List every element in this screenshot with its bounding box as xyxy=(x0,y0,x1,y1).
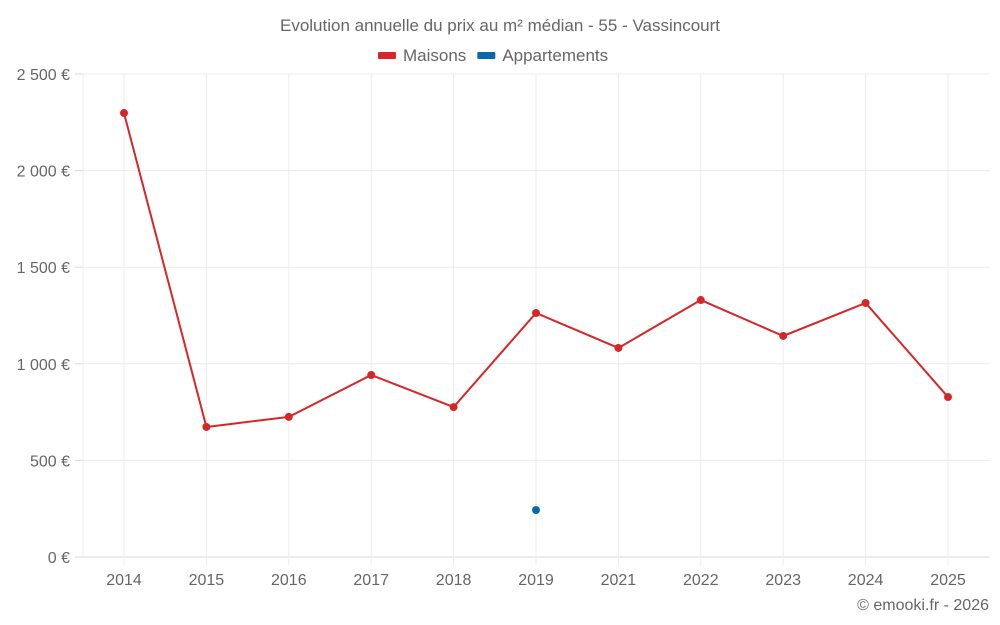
y-tick-label: 2 500 € xyxy=(17,67,70,84)
x-tick-label: 2019 xyxy=(518,572,554,589)
grid-lines xyxy=(75,73,990,565)
data-point[interactable] xyxy=(614,343,623,352)
legend-label: Appartements xyxy=(502,46,608,65)
x-tick-label: 2014 xyxy=(106,572,142,589)
y-tick-label: 1 000 € xyxy=(17,357,70,374)
y-tick-label: 1 500 € xyxy=(17,260,70,277)
y-tick-label: 500 € xyxy=(30,453,70,470)
x-tick-label: 2016 xyxy=(271,572,307,589)
data-point[interactable] xyxy=(120,109,128,118)
chart-legend: Maisons Appartements xyxy=(378,46,608,65)
x-tick-label: 2022 xyxy=(683,572,719,589)
legend-swatch-icon xyxy=(378,52,396,59)
data-point[interactable] xyxy=(449,403,458,412)
series-appartements xyxy=(532,506,540,515)
credit-text: © emooki.fr - 2026 xyxy=(857,597,989,614)
legend-item-appartements[interactable]: Appartements xyxy=(477,46,608,65)
legend-item-maisons[interactable]: Maisons xyxy=(378,46,466,65)
x-tick-label: 2024 xyxy=(848,572,884,589)
data-point[interactable] xyxy=(367,371,376,380)
chart-title: Evolution annuelle du prix au m² médian … xyxy=(280,16,720,35)
legend-swatch-icon xyxy=(477,52,496,59)
series-maisons xyxy=(120,109,952,431)
y-axis: 0 € 500 € 1 000 € 1 500 € 2 000 € 2 500 € xyxy=(17,67,70,567)
x-axis: 2014 2015 2016 2017 2018 2019 2021 2022 2023 2024… xyxy=(106,572,966,589)
data-point[interactable] xyxy=(779,331,788,340)
data-point[interactable] xyxy=(532,308,540,317)
data-point[interactable] xyxy=(284,412,293,421)
x-tick-label: 2023 xyxy=(765,572,801,589)
data-point[interactable] xyxy=(944,393,952,402)
x-tick-label: 2025 xyxy=(930,572,966,589)
y-tick-label: 0 € xyxy=(48,550,70,567)
x-tick-label: 2017 xyxy=(353,572,389,589)
x-tick-label: 2015 xyxy=(189,572,225,589)
data-point[interactable] xyxy=(861,298,870,307)
data-point[interactable] xyxy=(696,296,705,305)
data-point[interactable] xyxy=(202,422,211,431)
x-tick-label: 2018 xyxy=(436,572,472,589)
legend-label: Maisons xyxy=(403,46,466,65)
y-tick-label: 2 000 € xyxy=(17,164,70,181)
data-point[interactable] xyxy=(532,506,540,515)
x-tick-label: 2021 xyxy=(601,572,637,589)
series-layer xyxy=(120,109,952,515)
